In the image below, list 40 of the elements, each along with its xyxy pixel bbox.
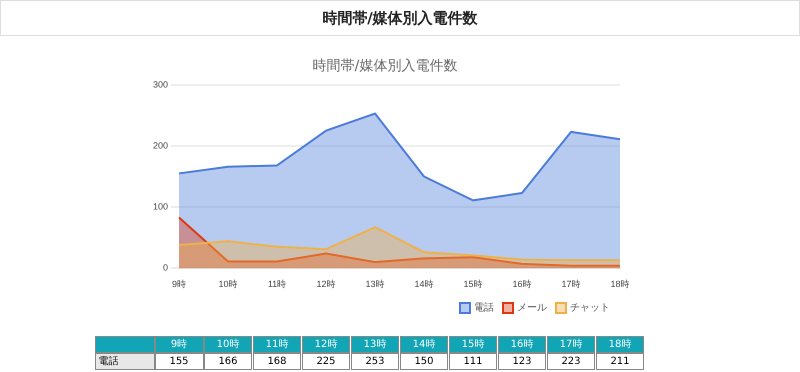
category-label: 9時 (170, 339, 188, 350)
x-tick-label: 16時 (512, 279, 532, 290)
category-label: 14時 (412, 339, 436, 350)
category-label: 13時 (364, 339, 386, 350)
x-tick-label: 15時 (464, 279, 483, 290)
data-label: 253 (350, 353, 400, 370)
legend-label: 電話 (474, 302, 494, 314)
legend-label: チャット (570, 302, 610, 314)
chart-subtitle: 時間帯/媒体別入電件数 (312, 58, 458, 74)
x-tick-label: 18時 (610, 279, 630, 290)
category-label: 12時 (314, 339, 338, 350)
data-label: 155 (154, 353, 204, 370)
category-label: 18時 (608, 339, 632, 350)
x-tick-label: 14時 (414, 279, 434, 290)
y-tick-label: 300 (152, 79, 168, 90)
x-tick-label: 17時 (561, 279, 581, 290)
x-tick-label: 10時 (218, 279, 238, 290)
data-label: 111 (448, 353, 498, 370)
category-label: 10時 (216, 339, 240, 350)
data-label: 225 (302, 353, 350, 370)
data-label: 168 (252, 353, 302, 370)
y-tick-label: 100 (152, 202, 168, 212)
x-tick-label: 9時 (172, 279, 186, 290)
category-label: 16時 (510, 339, 534, 350)
data-label: 166 (204, 353, 252, 370)
x-tick-label: 12時 (316, 279, 336, 290)
y-tick-label: 200 (152, 140, 168, 150)
data-label: 123 (498, 353, 546, 370)
data-label: 211 (596, 353, 644, 370)
x-tick-label: 13時 (366, 279, 385, 290)
category-label: 11時 (266, 339, 288, 350)
data-label: 223 (546, 353, 596, 370)
category-label: 15時 (462, 339, 484, 350)
x-tick-label: 11時 (268, 279, 286, 290)
category-label: 17時 (560, 339, 582, 350)
data-label: 150 (400, 353, 448, 370)
legend-label: メール (517, 302, 547, 314)
text: 電話 (98, 356, 119, 367)
chart-title: 時間帯/媒体別入電件数 (0, 0, 800, 36)
y-tick-label: 0 (163, 262, 168, 273)
